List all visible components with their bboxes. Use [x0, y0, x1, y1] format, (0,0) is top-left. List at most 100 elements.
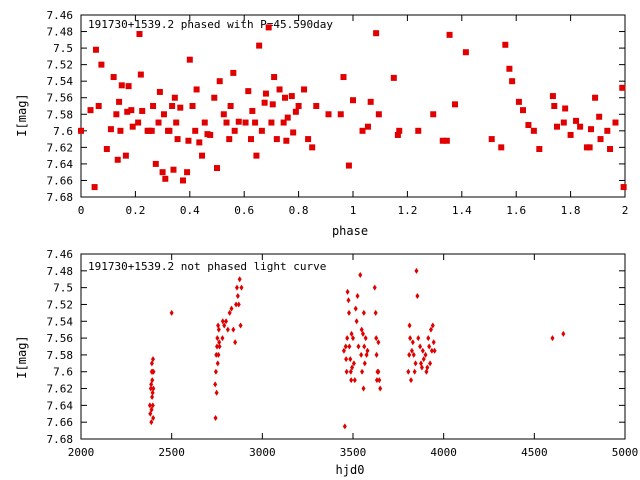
unphased-data-point	[349, 330, 354, 337]
unphased-data-point	[237, 276, 242, 283]
phased-data-point	[211, 94, 218, 101]
phased-data-point	[253, 152, 260, 159]
phased-data-point	[390, 74, 397, 81]
phased-data-point	[174, 136, 181, 143]
unphased-y-tick-label: 7.54	[47, 315, 74, 328]
phased-data-point	[612, 119, 619, 126]
phased-data-point	[265, 24, 272, 31]
phased-x-tick-label: 1.2	[397, 204, 417, 217]
unphased-data-point	[410, 339, 415, 346]
phased-data-point	[150, 103, 157, 109]
phased-data-point	[415, 127, 422, 134]
unphased-data-point	[236, 301, 241, 308]
phased-data-point	[152, 160, 159, 167]
phased-data-point	[430, 111, 437, 118]
unphased-data-point	[346, 297, 351, 304]
phased-y-tick-label: 7.6	[53, 125, 73, 138]
unphased-data-point	[151, 385, 156, 392]
unphased-data-point	[227, 309, 232, 316]
phased-y-tick-label: 7.46	[47, 9, 74, 22]
phased-x-tick-label: 1.4	[452, 204, 472, 217]
unphased-data-point	[150, 402, 155, 409]
unphased-plot-frame	[80, 253, 626, 440]
phased-data-point	[284, 114, 291, 121]
phased-y-tick-label: 7.48	[47, 26, 74, 39]
phased-data-point	[180, 177, 186, 184]
phased-data-point	[231, 127, 238, 134]
unphased-data-point	[220, 335, 225, 342]
phased-x-tick-label: 2	[622, 204, 629, 217]
phased-x-tick-label: 0.8	[289, 204, 309, 217]
unphased-data-point	[427, 343, 432, 350]
phased-data-point	[216, 78, 223, 85]
phased-data-point	[166, 127, 173, 134]
unphased-data-point	[413, 360, 418, 367]
unphased-plot-ylabel: I[mag]	[15, 335, 29, 378]
phased-plot-xlabel: phase	[332, 224, 368, 238]
phased-data-point	[396, 127, 403, 134]
unphased-data-point	[147, 402, 152, 409]
phased-data-point	[597, 136, 604, 143]
phased-data-point	[184, 169, 191, 176]
phased-data-point	[258, 127, 265, 134]
unphased-data-point	[409, 377, 414, 384]
phased-data-point	[525, 122, 532, 129]
unphased-data-point	[550, 335, 555, 342]
unphased-data-point	[362, 343, 367, 350]
phased-data-point	[207, 131, 214, 138]
unphased-data-point	[215, 335, 220, 342]
phased-data-point	[118, 82, 125, 89]
unphased-data-point	[419, 364, 424, 371]
phased-data-point	[78, 127, 84, 134]
unphased-data-point	[354, 318, 359, 325]
unphased-data-point	[409, 347, 414, 354]
unphased-x-tick-label: 4500	[521, 446, 548, 459]
phased-data-point	[185, 137, 192, 144]
phased-data-point	[249, 107, 256, 114]
phased-data-point	[551, 103, 558, 109]
phased-data-point	[117, 127, 124, 134]
unphased-data-point	[374, 335, 379, 342]
phased-data-point	[136, 31, 143, 38]
phased-data-point	[345, 162, 352, 169]
phased-data-point	[290, 129, 297, 136]
unphased-data-point	[428, 360, 433, 367]
unphased-plot-xlabel: hjd0	[336, 463, 365, 477]
phased-data-point	[502, 41, 509, 48]
unphased-data-point	[363, 335, 368, 342]
phased-data-point	[245, 88, 252, 95]
phased-data-point	[156, 88, 163, 95]
phased-data-point	[103, 146, 110, 153]
phased-data-point	[256, 42, 263, 49]
unphased-data-point	[343, 343, 348, 350]
phased-data-point	[220, 111, 227, 118]
unphased-data-point	[344, 368, 349, 375]
phased-data-point	[173, 119, 180, 126]
phased-data-point	[607, 146, 614, 153]
unphased-data-point	[345, 288, 350, 295]
phased-data-point	[301, 86, 308, 93]
unphased-data-point	[406, 368, 411, 375]
phased-data-point	[280, 119, 287, 126]
phased-data-point	[162, 175, 169, 182]
phased-data-point	[98, 61, 105, 68]
phased-x-tick-label: 1.8	[561, 204, 581, 217]
unphased-data-point	[365, 347, 370, 354]
phased-data-point	[160, 111, 167, 118]
unphased-data-point	[373, 309, 378, 316]
unphased-data-point	[350, 364, 355, 371]
phased-data-point	[135, 119, 142, 126]
phased-data-point	[452, 101, 458, 108]
unphased-data-point	[349, 377, 354, 384]
phased-plot-ylabel: I[mag]	[15, 93, 29, 136]
phased-data-point	[271, 74, 278, 81]
unphased-data-point	[561, 330, 566, 337]
unphased-y-tick-label: 7.56	[47, 332, 74, 345]
unphased-data-point	[149, 406, 154, 413]
unphased-y-tick-label: 7.64	[47, 399, 74, 412]
unphased-data-point	[374, 351, 379, 358]
unphased-data-point	[428, 326, 433, 333]
unphased-x-tick-label: 5000	[612, 446, 639, 459]
unphased-data-point	[361, 309, 366, 316]
unphased-data-point	[361, 385, 366, 392]
